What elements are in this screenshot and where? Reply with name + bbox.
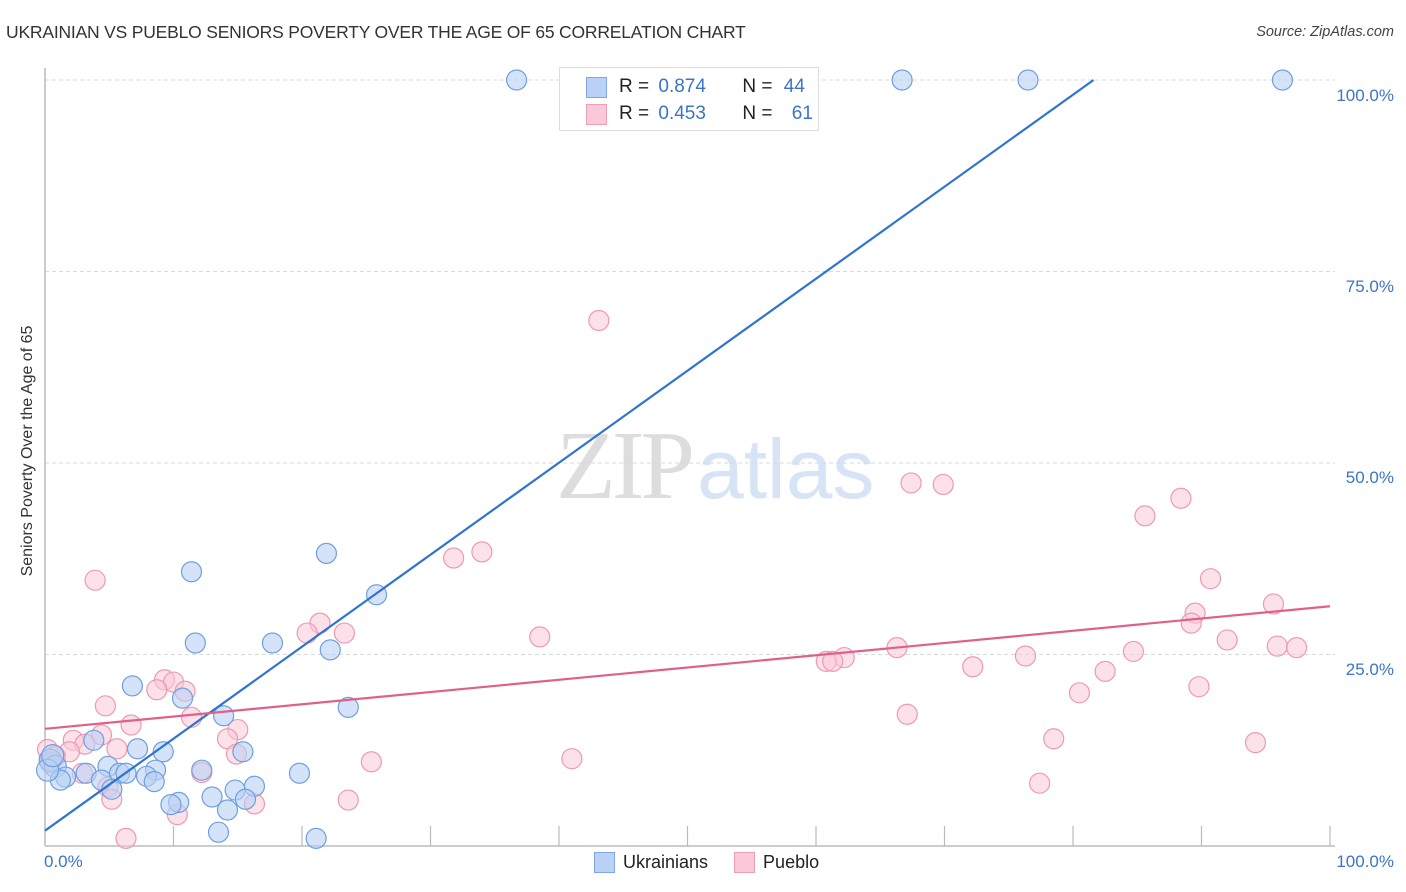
ukrainians-swatch <box>586 76 607 98</box>
data-point <box>822 650 844 672</box>
data-point <box>1244 731 1267 754</box>
ukrainians-legend-label: Ukrainians <box>623 852 709 872</box>
data-point <box>305 827 327 849</box>
data-point <box>296 622 318 644</box>
data-point <box>1188 676 1210 698</box>
data-point <box>1266 635 1288 657</box>
data-point <box>143 771 165 793</box>
data-point <box>315 542 338 564</box>
data-point <box>443 547 465 569</box>
y-tick-75: 75.0% <box>1345 277 1394 296</box>
correlation-legend: R = 0.874 N = 44 R = 0.453 N = 61 <box>559 67 819 131</box>
data-point <box>1271 69 1294 91</box>
data-point <box>1014 645 1037 667</box>
y-tick-50: 50.0% <box>1345 468 1394 487</box>
watermark: ZIPatlas <box>556 412 875 520</box>
ukrainians-trend-line <box>44 79 1095 832</box>
y-tick-100: 100.0% <box>1336 86 1394 105</box>
data-point <box>184 632 206 654</box>
data-point <box>207 821 230 843</box>
data-point <box>1262 593 1285 615</box>
data-point <box>588 309 610 332</box>
data-point <box>201 786 223 808</box>
data-point <box>180 561 203 583</box>
gridlines <box>45 79 1335 655</box>
legend-row-pueblo: R = 0.453 N = 61 <box>586 101 813 127</box>
data-point <box>529 626 551 648</box>
data-point <box>471 541 493 563</box>
data-point <box>171 687 194 709</box>
data-point <box>561 748 583 770</box>
data-point <box>891 69 913 91</box>
trend-lines <box>44 79 1331 832</box>
data-point <box>337 789 359 811</box>
data-point <box>1028 772 1051 794</box>
data-point <box>94 695 116 717</box>
data-point <box>1043 728 1065 750</box>
data-point <box>191 759 213 781</box>
pueblo-r-value: 0.453 <box>658 103 706 124</box>
data-point <box>1094 660 1116 682</box>
pueblo-points <box>36 309 1308 849</box>
series-legend: Ukrainians Pueblo <box>594 852 819 873</box>
x-tick-100: 100.0% <box>1336 852 1394 871</box>
pueblo-legend-label: Pueblo <box>763 852 820 872</box>
source-label: Source: ZipAtlas.com <box>1256 24 1394 40</box>
data-point <box>121 675 143 697</box>
data-point <box>83 729 105 751</box>
data-point <box>962 656 984 678</box>
data-point <box>1285 637 1308 659</box>
data-point <box>505 69 528 91</box>
data-point <box>360 751 382 773</box>
data-point <box>216 799 239 821</box>
data-point <box>1199 568 1222 590</box>
ukrainians-points <box>35 69 1294 849</box>
data-point <box>333 622 356 644</box>
data-point <box>932 473 954 496</box>
data-point <box>115 827 137 849</box>
data-point <box>1180 612 1202 634</box>
y-axis-label: Seniors Poverty Over the Age of 65 <box>19 325 36 577</box>
data-point <box>146 679 168 701</box>
data-point <box>288 762 311 784</box>
data-point <box>180 706 203 728</box>
legend-row-ukrainians: R = 0.874 N = 44 <box>586 74 805 100</box>
data-point <box>1017 69 1039 91</box>
chart-title: UKRAINIAN VS PUEBLO SENIORS POVERTY OVER… <box>6 22 746 42</box>
data-point <box>1134 505 1156 527</box>
data-point <box>261 632 284 654</box>
data-point <box>1122 640 1144 663</box>
ukrainians-legend-swatch <box>594 852 615 873</box>
data-point <box>234 788 257 810</box>
data-point <box>1216 629 1238 651</box>
data-point <box>120 714 142 736</box>
data-point <box>896 703 918 725</box>
pueblo-swatch <box>586 103 607 125</box>
ukrainians-n-value: 44 <box>783 76 805 97</box>
pueblo-legend-swatch <box>734 852 756 873</box>
data-point <box>106 738 128 760</box>
data-point <box>84 569 106 591</box>
data-point <box>1170 487 1192 509</box>
data-point <box>160 794 182 816</box>
data-point <box>337 696 359 718</box>
data-point <box>41 744 65 768</box>
data-point <box>152 741 174 763</box>
pueblo-trend-line <box>44 605 1331 730</box>
axes <box>44 68 1335 847</box>
y-tick-25: 25.0% <box>1345 660 1394 679</box>
ukrainians-r-value: 0.874 <box>658 76 706 97</box>
data-point <box>1068 682 1091 704</box>
x-tick-0: 0.0% <box>44 852 83 871</box>
data-point <box>900 472 922 494</box>
data-point <box>319 639 341 661</box>
data-point <box>232 741 254 763</box>
pueblo-n-value: 61 <box>791 103 813 124</box>
data-point <box>126 738 149 760</box>
